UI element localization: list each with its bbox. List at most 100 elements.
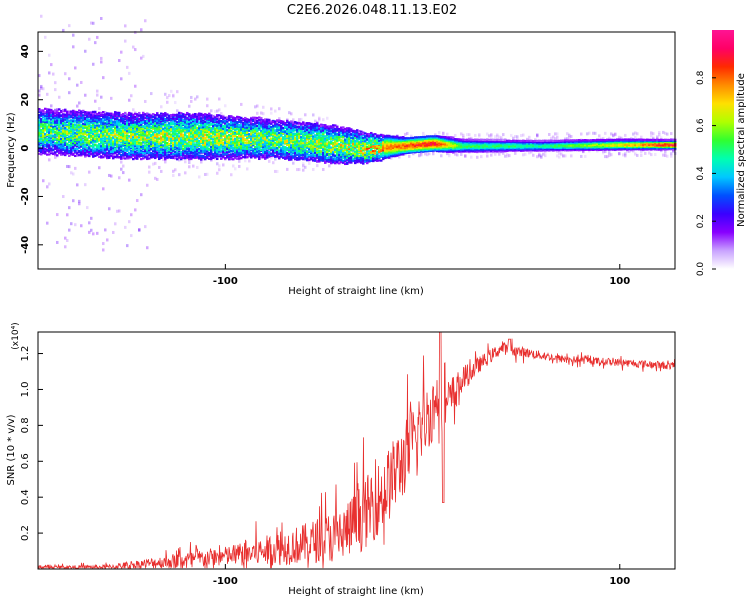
spectrogram-halo-cell	[64, 236, 67, 240]
spectrogram-cell	[110, 123, 113, 126]
spectrogram-halo-cell	[200, 160, 203, 164]
spectrogram-cell	[204, 124, 207, 127]
spectrogram-cell	[220, 122, 223, 126]
spectrogram-cell	[258, 147, 261, 150]
spectrogram-cell	[146, 146, 149, 150]
spectrogram-cell	[190, 116, 193, 119]
spectrogram-cell	[278, 135, 281, 138]
spectrogram-halo-cell	[54, 88, 57, 92]
spectrogram-cell	[266, 125, 269, 128]
spectrogram-cell	[78, 129, 81, 133]
spectrogram-cell	[70, 119, 73, 122]
spectrogram-cell	[216, 124, 219, 128]
spectrogram-cell	[62, 122, 65, 125]
spectrogram-cell	[252, 137, 255, 140]
spectrogram-cell	[44, 129, 47, 132]
spectrogram-cell	[196, 152, 199, 155]
spectrogram-halo-cell	[118, 59, 121, 63]
spectrogram-cell	[146, 143, 149, 146]
spectrogram-cell	[100, 133, 103, 136]
spectrogram-cell	[168, 138, 171, 142]
spectrogram-cell	[122, 121, 125, 124]
spectrogram-cell	[76, 111, 79, 114]
spectrogram-cell	[78, 143, 81, 146]
spectrogram-cell	[116, 137, 119, 140]
spectrogram-cell	[166, 146, 169, 149]
spectrogram-cell	[80, 154, 83, 157]
spectrogram-cell	[108, 123, 111, 126]
spectrogram-cell	[250, 147, 253, 150]
spectrogram-cell	[138, 153, 141, 156]
spectrogram-cell	[84, 141, 87, 144]
spectrogram-cell	[174, 142, 177, 145]
spectrogram-cell	[284, 157, 287, 160]
spectrogram-cell	[110, 145, 113, 149]
spectrogram-cell	[78, 127, 81, 130]
spectrogram-cell	[248, 153, 251, 156]
spectrogram-halo-cell	[50, 104, 53, 108]
spectrogram-cell	[218, 118, 221, 122]
spectrogram-cell	[146, 120, 149, 123]
spectrogram-cell	[226, 141, 229, 145]
spectrogram-cell	[150, 135, 153, 138]
spectrogram-cell	[284, 130, 287, 133]
spectrogram-cell	[160, 116, 163, 120]
spectrogram-cell	[268, 138, 271, 141]
spectrogram-cell	[200, 142, 203, 145]
spectrogram-halo-cell	[190, 95, 193, 99]
spectrogram-cell	[182, 121, 185, 124]
spectrogram-cell	[60, 132, 63, 135]
spectrogram-cell	[164, 143, 167, 146]
spectrogram-cell	[132, 124, 135, 127]
spectrogram-cell	[192, 113, 195, 116]
spectrogram-cell	[188, 118, 191, 121]
spectrogram-cell	[68, 150, 71, 154]
spectrogram-cell	[192, 151, 195, 154]
spectrogram-cell	[68, 154, 71, 157]
spectrogram-cell	[182, 148, 185, 151]
spectrogram-cell	[260, 124, 263, 127]
spectrogram-halo-cell	[172, 173, 175, 177]
spectrogram-cell	[116, 156, 119, 159]
spectrogram-cell	[278, 126, 281, 130]
spectrogram-cell	[100, 111, 103, 115]
spectrogram-cell	[228, 135, 231, 138]
spectrogram-cell	[78, 119, 81, 122]
spectrogram-halo-cell	[130, 94, 133, 98]
spectrogram-cell	[236, 137, 239, 140]
spectrogram-cell	[52, 121, 55, 124]
spectrogram-cell	[96, 126, 99, 129]
spectrogram-cell	[158, 141, 161, 144]
spectrogram-cell	[286, 128, 289, 131]
spectrogram-cell	[54, 133, 57, 136]
spectrogram-cell	[194, 124, 197, 127]
spectrogram-cell	[240, 137, 243, 140]
spectrogram-cell	[216, 114, 219, 117]
spectrogram-cell	[74, 143, 77, 146]
spectrogram-cell	[110, 154, 113, 157]
spectrogram-cell	[222, 144, 225, 147]
spectrogram-cell	[188, 152, 191, 155]
spectrogram-cell	[98, 128, 101, 131]
spectrogram-cell	[102, 129, 105, 133]
spectrogram-cell	[86, 147, 89, 150]
spectrogram-cell	[230, 120, 233, 123]
spectrogram-cell	[50, 132, 53, 135]
spectrogram-cell	[122, 148, 125, 151]
spectrogram-cell	[218, 138, 221, 141]
spectrogram-cell	[108, 119, 111, 122]
spectrogram-cell	[238, 129, 241, 132]
spectrogram-cell	[154, 151, 157, 154]
spectrogram-cell	[74, 116, 77, 120]
spectrogram-cell	[46, 139, 49, 142]
spectrogram-cell	[82, 150, 85, 153]
spectrogram-cell	[144, 137, 147, 140]
spectrogram-cell	[176, 155, 179, 158]
spectrogram-cell	[288, 130, 291, 134]
spectrogram-cell	[78, 145, 81, 148]
spectrogram-cell	[158, 149, 161, 152]
spectrogram-cell	[96, 130, 99, 133]
spectrogram-cell	[56, 154, 59, 157]
spectrogram-cell	[70, 139, 73, 142]
spectrogram-cell	[258, 128, 261, 131]
